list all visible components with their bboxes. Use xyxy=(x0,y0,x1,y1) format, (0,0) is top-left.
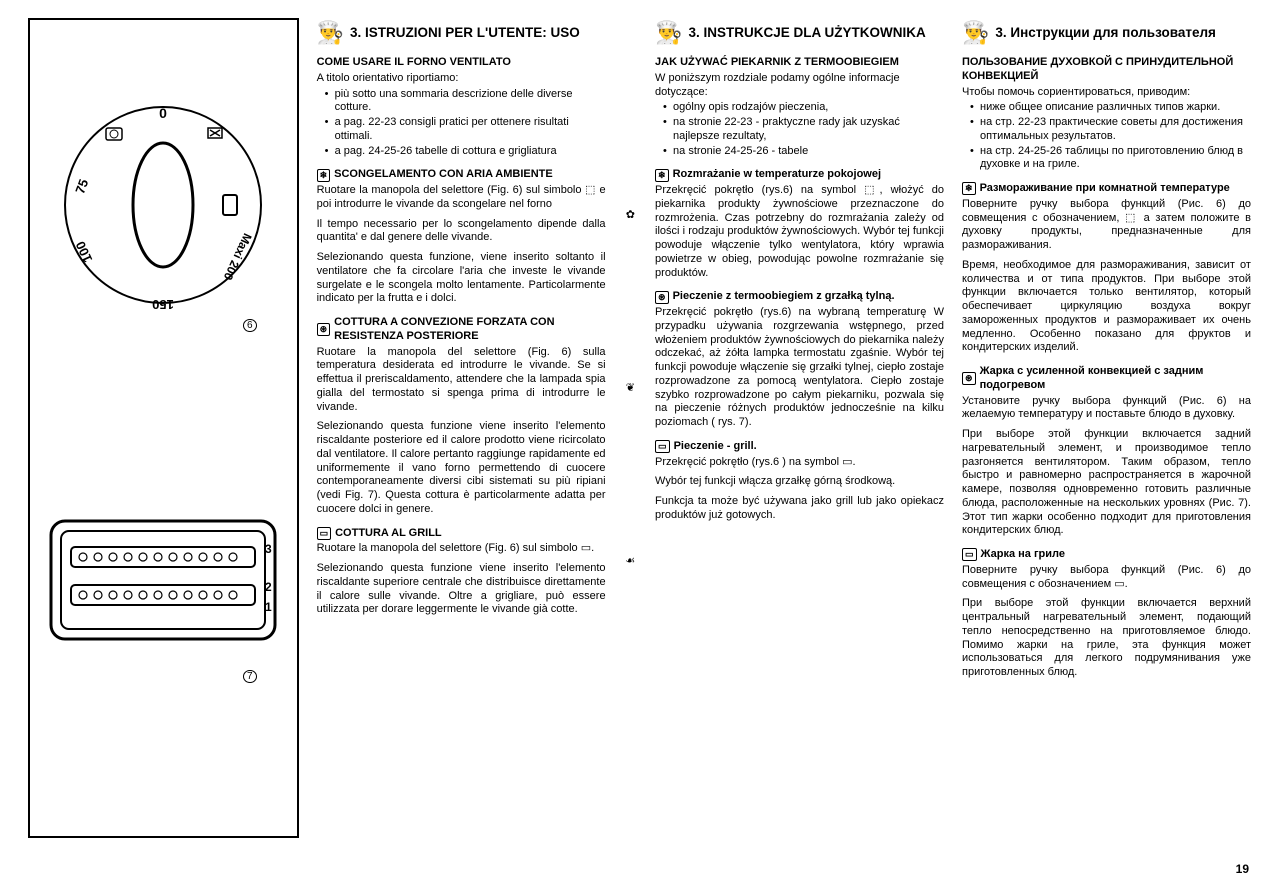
svg-text:100: 100 xyxy=(73,239,96,265)
it-s3-p1: Ruotare la manopola del selettore (Fig. … xyxy=(317,346,606,415)
it-s2-p1: Ruotare la manopola del selettore (Fig. … xyxy=(317,184,606,212)
dial-svg: 0 75 100 150 Maxi 200 xyxy=(58,100,268,310)
pl-s4-p2: Wybór tej funkcji włącza grzałkę górną ś… xyxy=(655,475,944,489)
defrost-icon: ❄ xyxy=(655,169,669,182)
list-item: a pag. 22-23 consigli pratici per ottene… xyxy=(325,116,606,144)
list-item: ogólny opis rodzajów pieczenia, xyxy=(663,101,944,115)
ru-s2-p1: Поверните ручку выбора функций (Рис. 6) … xyxy=(962,198,1251,253)
glyph-mark: ☙ xyxy=(625,554,635,567)
list-item: на стр. 24-25-26 таблицы по приготовлени… xyxy=(970,145,1251,173)
oven-svg: 3 2 1 xyxy=(43,513,283,653)
it-s2-title-text: SCONGELAMENTO CON ARIA AMBIENTE xyxy=(334,168,553,182)
figure-6-dial: 0 75 100 150 Maxi 200 6 xyxy=(40,100,287,333)
ru-s4-p2: При выборе этой функции включается верхн… xyxy=(962,597,1251,680)
list-item: na stronie 24-25-26 - tabele xyxy=(663,145,944,159)
it-s4-p2: Selezionando questa funzione viene inser… xyxy=(317,562,606,617)
russian-header: 👨‍🍳 3. Инструкции для пользователя xyxy=(962,22,1251,44)
list-item: на стр. 22-23 практические советы для до… xyxy=(970,116,1251,144)
russian-title: 3. Инструкции для пользователя xyxy=(995,25,1216,42)
pl-s3-p1: Przekręcić pokrętło (rys.6) na wybraną t… xyxy=(655,306,944,430)
pl-s1-bullets: ogólny opis rodzajów pieczenia, na stron… xyxy=(655,101,944,158)
fan-icon: ⊛ xyxy=(317,323,331,336)
list-item: più sotto una sommaria descrizione delle… xyxy=(325,88,606,116)
chef-icon: 👨‍🍳 xyxy=(962,22,989,44)
svg-text:1: 1 xyxy=(265,600,272,614)
defrost-icon: ❄ xyxy=(962,182,976,195)
pl-s1-title: JAK UŻYWAĆ PIEKARNIK Z TERMOOBIEGIEM xyxy=(655,56,944,70)
it-s3-title-text: COTTURA A CONVEZIONE FORZATA CON RESISTE… xyxy=(334,316,605,344)
italian-title: 3. ISTRUZIONI PER L'UTENTE: USO xyxy=(350,25,580,42)
it-s2-title: ❄SCONGELAMENTO CON ARIA AMBIENTE xyxy=(317,168,606,182)
fan-icon: ⊛ xyxy=(962,372,976,385)
grill-icon: ▭ xyxy=(317,527,332,540)
ru-s3-title-text: Жарка с усиленной конвекцией с задним по… xyxy=(980,365,1251,393)
polish-title: 3. INSTRUKCJE DLA UŻYTKOWNIKA xyxy=(688,25,925,42)
pl-s3-title: ⊛ Pieczenie z termoobiegiem z grzałką tyl… xyxy=(655,290,944,304)
ru-s2-title-text: Размораживание при комнатной температуре xyxy=(980,182,1230,196)
it-s1-title: COME USARE IL FORNO VENTILATO xyxy=(317,56,606,70)
svg-text:75: 75 xyxy=(73,177,92,196)
svg-text:2: 2 xyxy=(265,580,272,594)
ru-s1-intro: Чтобы помочь сориентироваться, приводим: xyxy=(962,86,1251,100)
svg-text:0: 0 xyxy=(159,105,167,121)
ru-s2-title: ❄ Размораживание при комнатной температур… xyxy=(962,182,1251,196)
ru-s3-title: ⊛ Жарка с усиленной конвекцией с задним п… xyxy=(962,365,1251,393)
polish-header: 👨‍🍳 3. INSTRUKCJE DLA UŻYTKOWNIKA xyxy=(655,22,944,44)
ru-s3-p1: Установите ручку выбора функций (Рис. 6)… xyxy=(962,395,1251,423)
pl-s4-p3: Funkcja ta może być używana jako grill l… xyxy=(655,495,944,523)
it-s2-p3: Selezionando questa funzione, viene inse… xyxy=(317,251,606,306)
it-s3-p2: Selezionando questa funzione viene inser… xyxy=(317,420,606,516)
ru-s3-p2: При выборе этой функции включается задни… xyxy=(962,428,1251,538)
it-s3-title: ⊛COTTURA A CONVEZIONE FORZATA CON RESIST… xyxy=(317,316,606,344)
margin-glyphs: ✿ ❦ ☙ xyxy=(624,18,637,838)
pl-s2-title-text: Rozmrażanie w temperaturze pokojowej xyxy=(673,168,881,182)
figure-7-oven: 3 2 1 7 xyxy=(40,513,287,684)
glyph-mark: ❦ xyxy=(626,381,635,394)
grill-icon: ▭ xyxy=(962,548,977,561)
it-s2-p2: Il tempo necessario per lo scongelamento… xyxy=(317,218,606,246)
svg-text:Maxi 200: Maxi 200 xyxy=(221,231,255,283)
svg-text:3: 3 xyxy=(265,542,272,556)
list-item: ниже общее описание различных типов жарк… xyxy=(970,101,1251,115)
ru-s4-p1: Поверните ручку выбора функций (Рис. 6) … xyxy=(962,564,1251,592)
figures-panel: 0 75 100 150 Maxi 200 6 xyxy=(28,18,299,838)
figure-7-label: 7 xyxy=(243,670,257,683)
ru-s4-title-text: Жарка на гриле xyxy=(981,548,1065,562)
chef-icon: 👨‍🍳 xyxy=(317,22,344,44)
column-italian: 👨‍🍳 3. ISTRUZIONI PER L'UTENTE: USO COME… xyxy=(317,18,606,838)
figure-6-label: 6 xyxy=(243,319,257,332)
it-s4-p1: Ruotare la manopola del selettore (Fig. … xyxy=(317,542,606,556)
ru-s4-title: ▭ Жарка на гриле xyxy=(962,548,1251,562)
pl-s1-intro: W poniższym rozdziale podamy ogólne info… xyxy=(655,72,944,100)
pl-s2-title: ❄ Rozmrażanie w temperaturze pokojowej xyxy=(655,168,944,182)
pl-s3-title-text: Pieczenie z termoobiegiem z grzałką tyln… xyxy=(673,290,895,304)
fan-icon: ⊛ xyxy=(655,291,669,304)
column-russian: 👨‍🍳 3. Инструкции для пользователя ПОЛЬЗ… xyxy=(962,18,1251,838)
it-s1-intro: A titolo orientativo riportiamo: xyxy=(317,72,606,86)
defrost-icon: ❄ xyxy=(317,169,331,182)
it-s1-bullets: più sotto una sommaria descrizione delle… xyxy=(317,88,606,159)
pl-s2-p1: Przekręcić pokrętło (rys.6) na symbol ⬚,… xyxy=(655,184,944,280)
pl-s4-title: ▭ Pieczenie - grill. xyxy=(655,440,944,454)
svg-text:150: 150 xyxy=(152,297,174,310)
list-item: na stronie 22-23 - praktyczne rady jak u… xyxy=(663,116,944,144)
page-number: 19 xyxy=(1236,862,1249,876)
pl-s4-p1: Przekręcić pokrętło (rys.6 ) na symbol ▭… xyxy=(655,456,944,470)
it-s4-title: ▭COTTURA AL GRILL xyxy=(317,527,606,541)
ru-s2-p2: Время, необходимое для размораживания, з… xyxy=(962,259,1251,355)
ru-s1-title: ПОЛЬЗОВАНИЕ ДУХОВКОЙ С ПРИНУДИТЕЛЬНОЙ КО… xyxy=(962,56,1251,84)
column-polish: 👨‍🍳 3. INSTRUKCJE DLA UŻYTKOWNIKA JAK UŻ… xyxy=(655,18,944,838)
ru-s1-bullets: ниже общее описание различных типов жарк… xyxy=(962,101,1251,172)
page-container: 0 75 100 150 Maxi 200 6 xyxy=(28,18,1251,838)
italian-header: 👨‍🍳 3. ISTRUZIONI PER L'UTENTE: USO xyxy=(317,22,606,44)
list-item: a pag. 24-25-26 tabelle di cottura e gri… xyxy=(325,145,606,159)
grill-icon: ▭ xyxy=(655,440,670,453)
pl-s4-title-text: Pieczenie - grill. xyxy=(674,440,757,454)
it-s4-title-text: COTTURA AL GRILL xyxy=(335,527,442,541)
glyph-mark: ✿ xyxy=(626,208,635,221)
chef-icon: 👨‍🍳 xyxy=(655,22,682,44)
